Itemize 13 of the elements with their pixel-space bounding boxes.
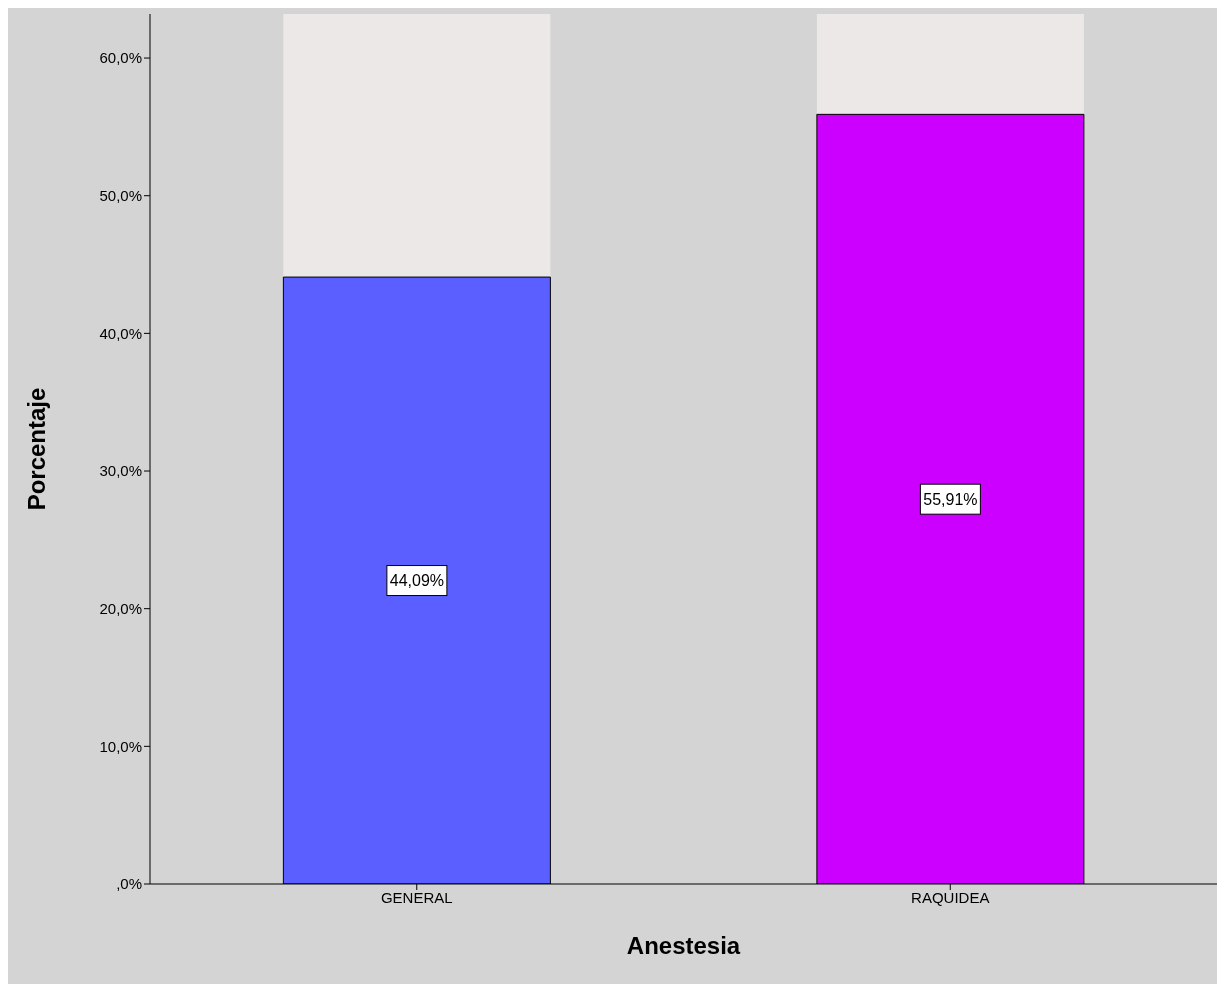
y-tick-label: 50,0% (99, 187, 142, 205)
y-axis-title: Porcentaje (22, 387, 50, 511)
y-tick-label: 30,0% (99, 462, 142, 480)
x-tick-label: GENERAL (380, 888, 453, 906)
data-label: 44,09% (389, 572, 445, 590)
y-tick-label: 10,0% (99, 737, 142, 755)
y-tick-label: ,0% (116, 875, 142, 893)
data-label: 55,91% (923, 490, 978, 508)
x-axis-title: Anestesia (626, 932, 741, 959)
y-tick-label: 20,0% (99, 600, 142, 618)
x-tick-label: RAQUIDEA (911, 888, 990, 906)
y-tick-label: 40,0% (99, 324, 142, 342)
y-tick-label: 60,0% (99, 49, 142, 67)
